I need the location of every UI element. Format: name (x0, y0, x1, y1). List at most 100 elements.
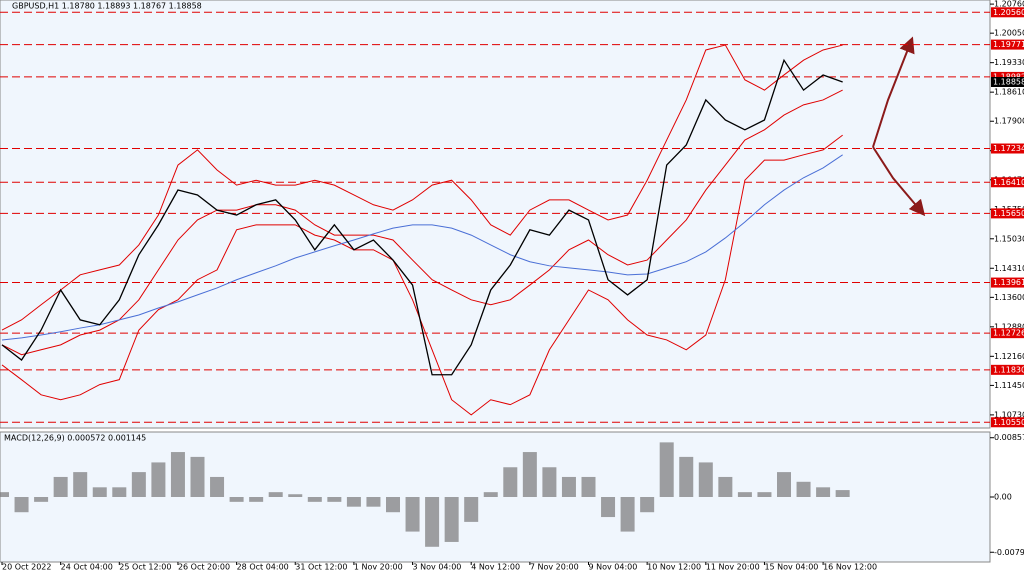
macd-bar (483, 492, 498, 497)
macd-bar (698, 462, 713, 497)
macd-bar (112, 487, 127, 497)
macd-bar (425, 497, 440, 547)
macd-bar (73, 472, 88, 497)
level-label: 1.15650 (993, 209, 1024, 218)
level-label-box (991, 364, 1024, 375)
level-label-box (991, 143, 1024, 154)
level-label-box (991, 177, 1024, 188)
macd-bar (718, 476, 733, 497)
x-tick-label: 4 Nov 12:00 (471, 563, 520, 572)
macd-bar (14, 497, 29, 513)
x-tick-label: 20 Oct 2022 (2, 563, 51, 572)
macd-bar (757, 492, 772, 497)
macd-bar (581, 476, 596, 497)
series-line (1, 154, 843, 341)
macd-bar (131, 472, 146, 497)
x-tick-label: 11 Nov 20:00 (706, 563, 760, 572)
level-label-box (991, 328, 1024, 339)
level-label-box (991, 208, 1024, 219)
macd-bar (249, 497, 264, 502)
y-tick-label: 1.18610 (994, 88, 1024, 97)
level-label: 1.17234 (993, 144, 1024, 153)
macd-bar (835, 490, 850, 497)
arrow-down (872, 146, 926, 217)
price-title: GBPUSD,H1 1.18780 1.18893 1.18767 1.1885… (12, 2, 202, 11)
level-label-box (991, 71, 1024, 82)
macd-bar (464, 497, 479, 522)
level-label-box (991, 39, 1024, 50)
x-tick-label: 9 Nov 04:00 (589, 563, 638, 572)
macd-bar (405, 497, 420, 532)
macd-title: MACD(12,26,9) 0.000572 0.001145 (4, 434, 146, 443)
macd-bar (620, 497, 635, 532)
macd-bar (777, 472, 791, 497)
x-tick-label: 1 Nov 20:00 (354, 563, 403, 572)
series-line (1, 44, 843, 331)
y-tick-label: 1.14310 (994, 264, 1024, 273)
level-label: 1.13961 (993, 278, 1024, 287)
macd-bar (659, 442, 674, 497)
price-panel (0, 0, 991, 429)
macd-bar (366, 497, 381, 507)
level-label: 1.12726 (993, 329, 1024, 338)
macd-bar (522, 452, 537, 497)
macd-bar (288, 494, 303, 497)
arrow-up (872, 36, 915, 148)
macd-bar (34, 497, 49, 502)
macd-bar (640, 497, 655, 513)
x-tick-label: 24 Oct 04:00 (61, 563, 113, 572)
y-tick-label: 0.008572 (994, 433, 1024, 442)
macd-bar (268, 492, 283, 497)
level-label: 1.10550 (993, 418, 1024, 427)
y-tick-label: 1.15030 (994, 234, 1024, 243)
macd-bar (229, 497, 244, 502)
y-tick-label: 1.19330 (994, 58, 1024, 67)
macd-bar (327, 497, 342, 502)
x-tick-label: 15 Nov 04:00 (764, 563, 818, 572)
forecast-arrows (872, 36, 926, 217)
y-tick-label: 1.11450 (994, 381, 1024, 390)
macd-bar (53, 476, 68, 497)
macd-bar (210, 476, 225, 497)
macd-bar (190, 456, 205, 497)
macd-bar (737, 492, 752, 497)
level-label-box (991, 417, 1024, 428)
macd-bar (816, 487, 831, 497)
y-tick-label: 1.17900 (994, 117, 1024, 126)
macd-bar (170, 452, 185, 497)
level-label: 1.16410 (993, 178, 1024, 187)
y-tick-label: -0.007991 (994, 548, 1024, 557)
macd-bar (0, 492, 9, 497)
y-tick-label: 1.20760 (994, 0, 1024, 9)
x-tick-label: 25 Oct 12:00 (119, 563, 171, 572)
y-tick-label: 1.12880 (994, 322, 1024, 331)
macd-bar (444, 497, 459, 542)
x-tick-label: 31 Oct 12:00 (295, 563, 347, 572)
y-tick-label: 1.12160 (994, 352, 1024, 361)
level-label-box (991, 7, 1024, 18)
last-price-box (991, 76, 1024, 87)
x-tick-label: 28 Oct 04:00 (237, 563, 289, 572)
level-label: 1.19771 (993, 40, 1024, 49)
macd-bar (561, 476, 576, 497)
series-line (1, 134, 843, 416)
level-label-box (991, 277, 1024, 288)
macd-bar (346, 497, 361, 507)
y-tick-label: 0.00 (994, 493, 1012, 502)
series-line (1, 58, 843, 376)
y-tick-label: 1.13600 (994, 293, 1024, 302)
series-line (1, 89, 843, 356)
macd-bar (542, 467, 557, 497)
x-tick-label: 3 Nov 04:00 (413, 563, 462, 572)
macd-bar (307, 497, 322, 502)
level-label: 1.18982 (993, 72, 1024, 81)
macd-bar (151, 462, 166, 497)
macd-bar (601, 497, 616, 518)
y-tick-label: 1.10730 (994, 410, 1024, 419)
x-tick-label: 7 Nov 20:00 (530, 563, 579, 572)
macd-bar (503, 467, 518, 497)
x-tick-label: 26 Oct 20:00 (178, 563, 230, 572)
y-tick-label: 1.20050 (994, 29, 1024, 38)
